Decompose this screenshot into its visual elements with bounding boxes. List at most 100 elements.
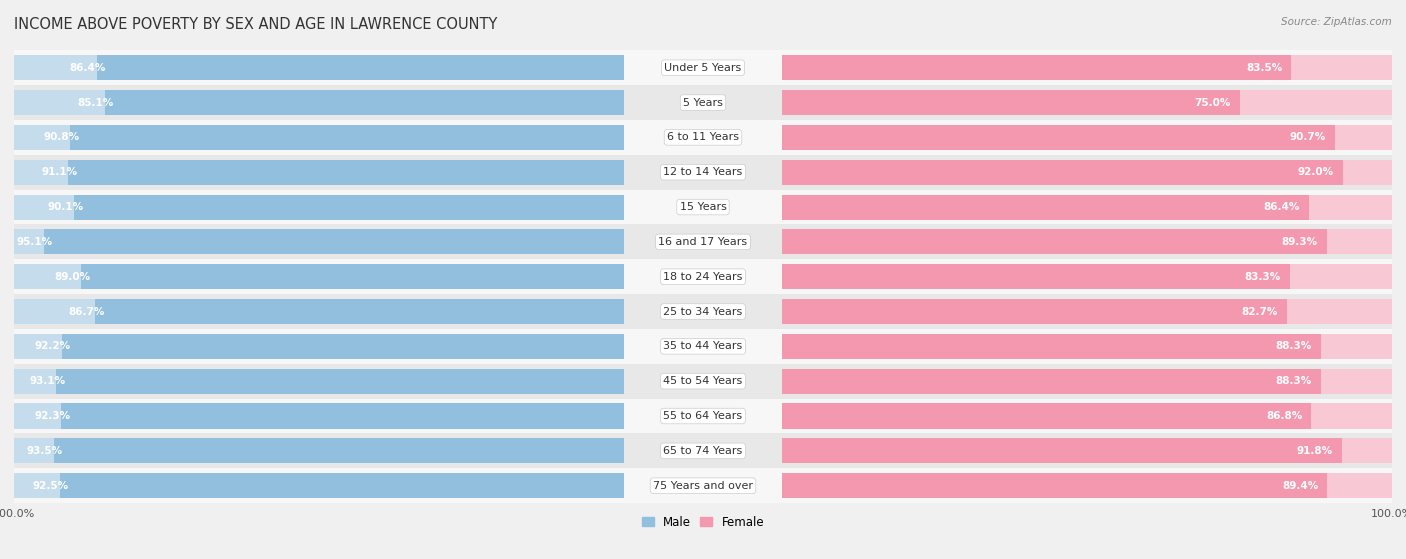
Text: 55 to 64 Years: 55 to 64 Years: [664, 411, 742, 421]
Bar: [14, 190, 623, 225]
Bar: [14, 294, 623, 329]
Bar: [14, 155, 623, 190]
Bar: [623, 364, 783, 399]
Bar: [14, 229, 623, 254]
Text: 90.8%: 90.8%: [44, 132, 79, 143]
Bar: [783, 468, 1392, 503]
Text: 35 to 44 Years: 35 to 44 Years: [664, 342, 742, 352]
Text: 86.8%: 86.8%: [1265, 411, 1302, 421]
Bar: [623, 50, 783, 85]
Bar: [783, 125, 1392, 150]
Bar: [623, 85, 783, 120]
Bar: [783, 160, 1392, 185]
Text: 89.0%: 89.0%: [53, 272, 90, 282]
Bar: [623, 433, 783, 468]
Bar: [14, 55, 623, 80]
Bar: [14, 85, 623, 120]
Bar: [44, 229, 623, 254]
Bar: [783, 473, 1392, 498]
Bar: [62, 334, 623, 359]
Bar: [623, 155, 783, 190]
Bar: [783, 225, 1392, 259]
Bar: [14, 264, 623, 289]
Bar: [783, 85, 1392, 120]
Bar: [783, 334, 1392, 359]
Bar: [783, 190, 1392, 225]
Bar: [623, 155, 783, 190]
Bar: [783, 329, 1392, 364]
Bar: [783, 294, 1392, 329]
Bar: [70, 125, 623, 150]
Bar: [783, 125, 1336, 150]
Bar: [623, 329, 783, 364]
Bar: [783, 334, 1320, 359]
Text: 15 Years: 15 Years: [679, 202, 727, 212]
Bar: [623, 399, 783, 433]
Bar: [783, 404, 1392, 429]
Text: 25 to 34 Years: 25 to 34 Years: [664, 306, 742, 316]
Bar: [14, 160, 623, 185]
Text: 89.3%: 89.3%: [1281, 237, 1317, 247]
Bar: [14, 90, 623, 115]
Bar: [623, 85, 783, 120]
Text: 18 to 24 Years: 18 to 24 Years: [664, 272, 742, 282]
Bar: [14, 438, 623, 463]
Text: Under 5 Years: Under 5 Years: [665, 63, 741, 73]
Bar: [60, 404, 623, 429]
Text: 91.8%: 91.8%: [1296, 446, 1333, 456]
Text: 88.3%: 88.3%: [1275, 376, 1312, 386]
Bar: [783, 90, 1240, 115]
Bar: [783, 299, 1392, 324]
Text: 75.0%: 75.0%: [1194, 98, 1230, 107]
Bar: [14, 473, 623, 498]
Text: 90.7%: 90.7%: [1289, 132, 1326, 143]
Text: 95.1%: 95.1%: [17, 237, 53, 247]
Text: 91.1%: 91.1%: [41, 167, 77, 177]
Bar: [783, 438, 1341, 463]
Bar: [14, 259, 623, 294]
Bar: [14, 125, 623, 150]
Bar: [14, 334, 623, 359]
Bar: [623, 468, 783, 503]
Bar: [783, 120, 1392, 155]
Bar: [783, 264, 1291, 289]
Bar: [783, 160, 1343, 185]
Bar: [783, 299, 1286, 324]
Text: 88.3%: 88.3%: [1275, 342, 1312, 352]
Bar: [53, 438, 623, 463]
Text: 86.7%: 86.7%: [67, 306, 104, 316]
Bar: [623, 120, 783, 155]
Legend: Male, Female: Male, Female: [637, 511, 769, 533]
Bar: [783, 90, 1392, 115]
Bar: [783, 55, 1291, 80]
Text: 83.5%: 83.5%: [1246, 63, 1282, 73]
Bar: [623, 225, 783, 259]
Bar: [623, 294, 783, 329]
Text: 86.4%: 86.4%: [1264, 202, 1301, 212]
Bar: [14, 120, 623, 155]
Bar: [60, 473, 623, 498]
Bar: [783, 259, 1392, 294]
Bar: [623, 433, 783, 468]
Bar: [14, 433, 623, 468]
Text: 16 and 17 Years: 16 and 17 Years: [658, 237, 748, 247]
Bar: [783, 404, 1312, 429]
Text: 85.1%: 85.1%: [77, 98, 114, 107]
Bar: [623, 329, 783, 364]
Text: 93.1%: 93.1%: [30, 376, 65, 386]
Bar: [56, 368, 623, 394]
Text: Source: ZipAtlas.com: Source: ZipAtlas.com: [1281, 17, 1392, 27]
Bar: [14, 50, 623, 85]
Bar: [783, 364, 1392, 399]
Bar: [14, 364, 623, 399]
Text: 92.5%: 92.5%: [32, 481, 69, 491]
Bar: [783, 433, 1392, 468]
Text: 75 Years and over: 75 Years and over: [652, 481, 754, 491]
Bar: [623, 468, 783, 503]
Text: 12 to 14 Years: 12 to 14 Years: [664, 167, 742, 177]
Text: 92.0%: 92.0%: [1298, 167, 1334, 177]
Bar: [623, 399, 783, 433]
Text: 45 to 54 Years: 45 to 54 Years: [664, 376, 742, 386]
Bar: [96, 299, 623, 324]
Text: 93.5%: 93.5%: [27, 446, 63, 456]
